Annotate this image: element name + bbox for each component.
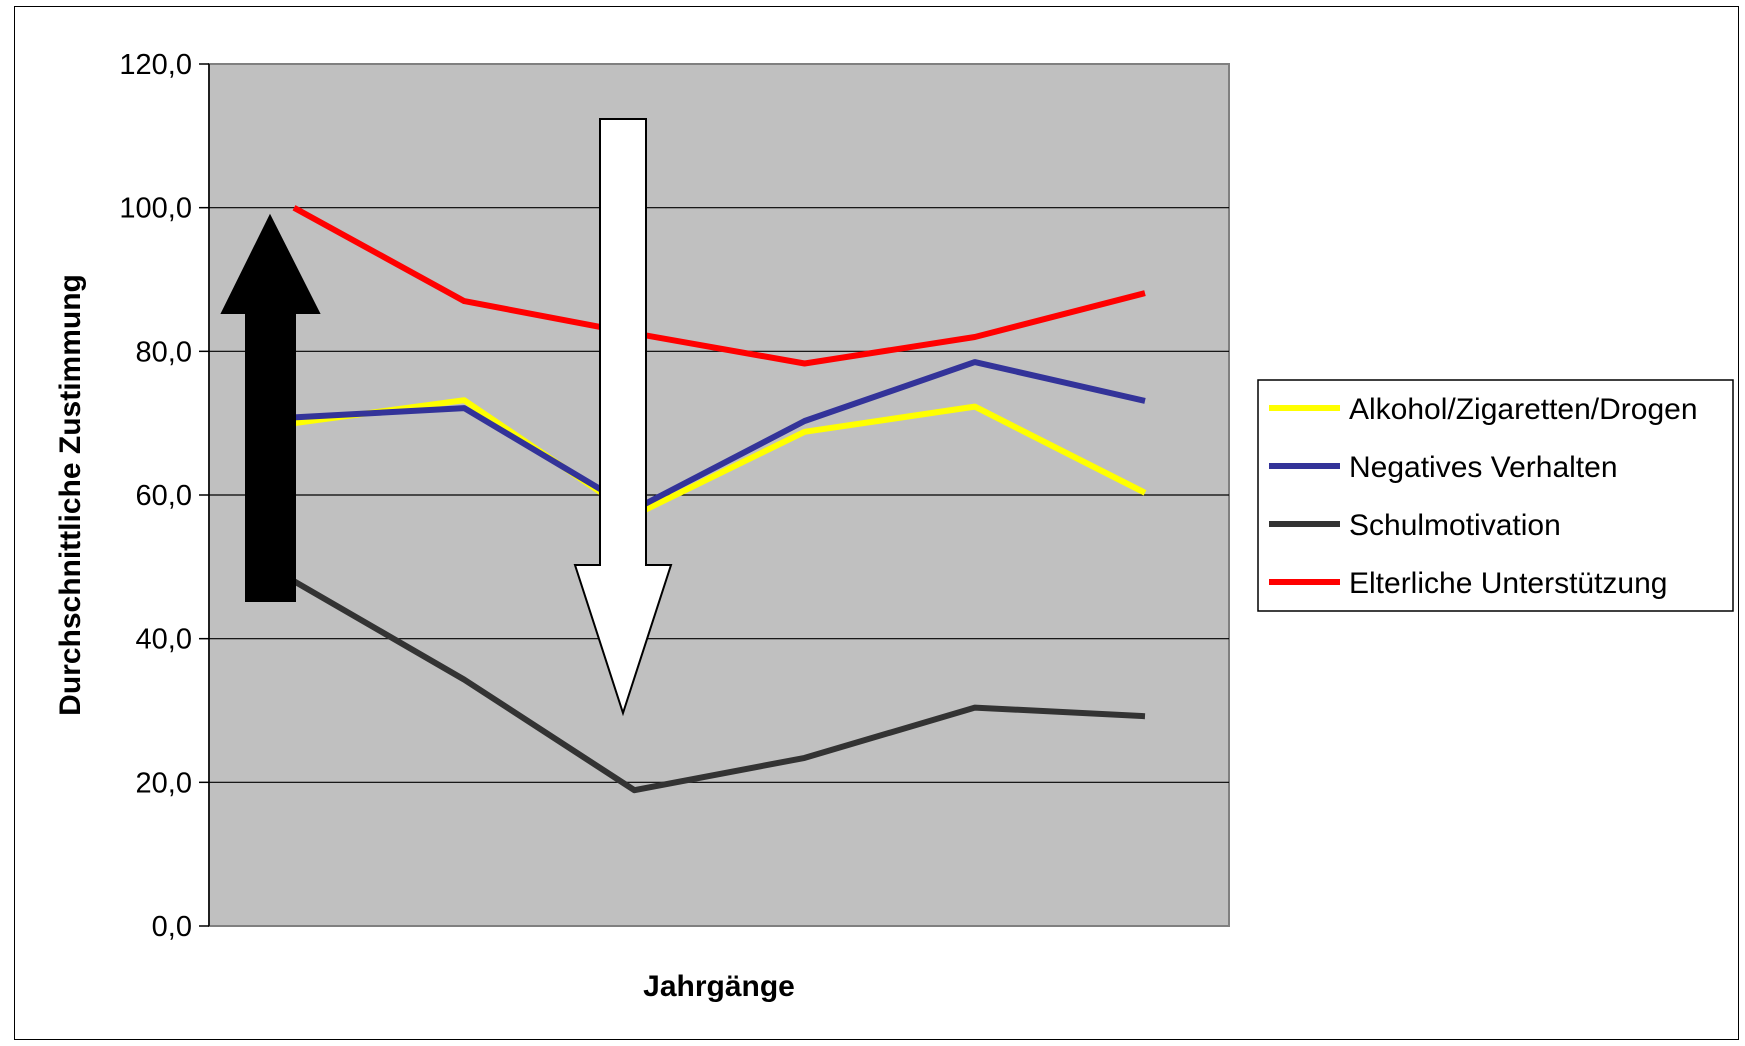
y-tick-label: 20,0 xyxy=(136,767,192,799)
legend-label-alkohol-zigaretten-drogen: Alkohol/Zigaretten/Drogen xyxy=(1349,393,1698,426)
legend-label-schulmotivation: Schulmotivation xyxy=(1349,509,1561,542)
y-tick-label: 60,0 xyxy=(136,480,192,512)
x-axis-label: Jahrgänge xyxy=(643,970,795,1003)
y-axis-label: Durchschnittliche Zustimmung xyxy=(54,274,87,716)
series-line-elterliche-unterst-tzung xyxy=(292,205,1146,367)
legend-label-negatives-verhalten: Negatives Verhalten xyxy=(1349,451,1618,484)
y-tick-label: 120,0 xyxy=(119,49,192,81)
legend: Alkohol/Zigaretten/Drogen Negatives Verha… xyxy=(1257,379,1734,612)
series-line-alkohol-zigaretten-drogen xyxy=(293,397,1147,519)
gridlines xyxy=(209,207,1229,783)
arrow-down-annotation xyxy=(573,118,673,717)
y-tick-label: 100,0 xyxy=(119,193,192,225)
y-tick-label: 0,0 xyxy=(152,911,192,943)
series-line-schulmotivation xyxy=(292,578,1146,794)
y-tick-label: 80,0 xyxy=(136,336,192,368)
arrow-up-annotation xyxy=(220,213,321,602)
legend-box xyxy=(1257,379,1734,612)
legend-label-elterliche-unterst-tzung: Elterliche Unterstützung xyxy=(1349,567,1668,600)
series-lines xyxy=(292,205,1147,794)
y-axis: 0,0 20,0 40,0 60,0 80,0 100,0 120,0 xyxy=(119,49,210,943)
y-tick-label: 40,0 xyxy=(136,624,192,656)
series-line-negatives-verhalten xyxy=(293,359,1146,513)
annotations xyxy=(220,118,673,717)
